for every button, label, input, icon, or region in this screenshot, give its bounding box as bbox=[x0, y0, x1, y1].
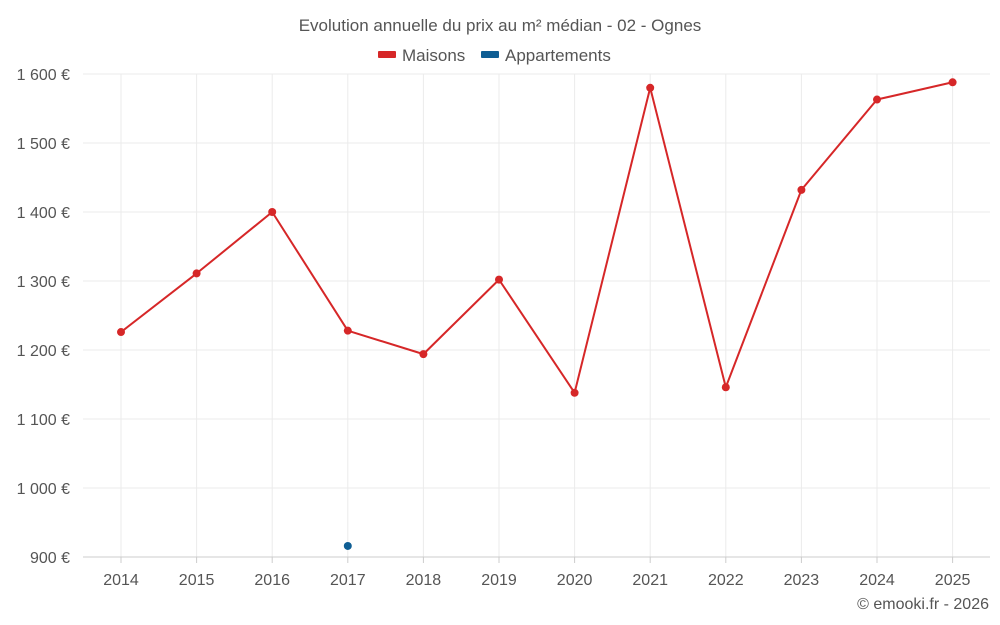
data-point-maisons[interactable] bbox=[192, 269, 201, 278]
legend-item-maisons[interactable]: Maisons bbox=[378, 46, 465, 65]
data-point-maisons[interactable] bbox=[948, 78, 957, 87]
data-point-maisons[interactable] bbox=[646, 83, 655, 92]
series-line-maisons bbox=[120, 81, 953, 394]
data-point-maisons[interactable] bbox=[343, 326, 352, 335]
y-tick-label: 1 400 € bbox=[17, 205, 70, 222]
y-tick-label: 1 000 € bbox=[17, 481, 70, 498]
chart-title: Evolution annuelle du prix au m² médian … bbox=[299, 16, 702, 35]
y-tick-label: 1 600 € bbox=[17, 67, 70, 84]
x-tick-label: 2019 bbox=[481, 572, 517, 589]
y-tick-label: 1 200 € bbox=[17, 343, 70, 360]
y-tick-label: 900 € bbox=[30, 550, 70, 567]
data-point-maisons[interactable] bbox=[117, 328, 125, 337]
legend-item-appartements[interactable]: Appartements bbox=[481, 46, 611, 65]
legend-swatch-maisons bbox=[378, 51, 396, 58]
x-tick-label: 2023 bbox=[784, 572, 820, 589]
data-point-maisons[interactable] bbox=[419, 350, 428, 359]
legend-label-maisons: Maisons bbox=[402, 46, 465, 65]
x-tick-label: 2021 bbox=[632, 572, 668, 589]
x-tick-label: 2024 bbox=[859, 572, 895, 589]
x-tick-label: 2016 bbox=[254, 572, 290, 589]
x-tick-label: 2014 bbox=[103, 572, 139, 589]
series-layer bbox=[117, 78, 957, 550]
data-point-maisons[interactable] bbox=[570, 388, 579, 397]
y-axis-tick-labels: 900 € 1 000 € 1 100 € 1 200 € 1 300 € 1 400 €… bbox=[17, 67, 70, 567]
legend: Maisons Appartements bbox=[378, 46, 611, 65]
credit-text: © emooki.fr - 2026 bbox=[857, 596, 989, 613]
y-tick-label: 1 500 € bbox=[17, 136, 70, 153]
x-tick-label: 2020 bbox=[557, 572, 593, 589]
y-gridlines bbox=[83, 73, 990, 489]
x-tick-label: 2022 bbox=[708, 572, 744, 589]
y-tick-label: 1 300 € bbox=[17, 274, 70, 291]
x-tick-label: 2018 bbox=[406, 572, 442, 589]
data-point-maisons[interactable] bbox=[268, 208, 277, 216]
data-point-maisons[interactable] bbox=[721, 383, 730, 392]
x-gridlines bbox=[120, 74, 954, 563]
x-tick-label: 2017 bbox=[330, 572, 366, 589]
legend-label-appartements: Appartements bbox=[505, 46, 611, 65]
legend-swatch-appartements bbox=[481, 51, 499, 58]
data-point-maisons[interactable] bbox=[495, 275, 503, 284]
x-axis-tick-labels: 2014 2015 2016 2017 2018 2019 2020 2021 2022 2023… bbox=[103, 572, 970, 589]
x-tick-label: 2025 bbox=[935, 572, 971, 589]
x-tick-label: 2015 bbox=[179, 572, 215, 589]
data-point-maisons[interactable] bbox=[873, 95, 881, 104]
data-point-appartements[interactable] bbox=[343, 541, 352, 550]
data-point-maisons[interactable] bbox=[797, 185, 806, 194]
y-tick-label: 1 100 € bbox=[17, 412, 70, 429]
